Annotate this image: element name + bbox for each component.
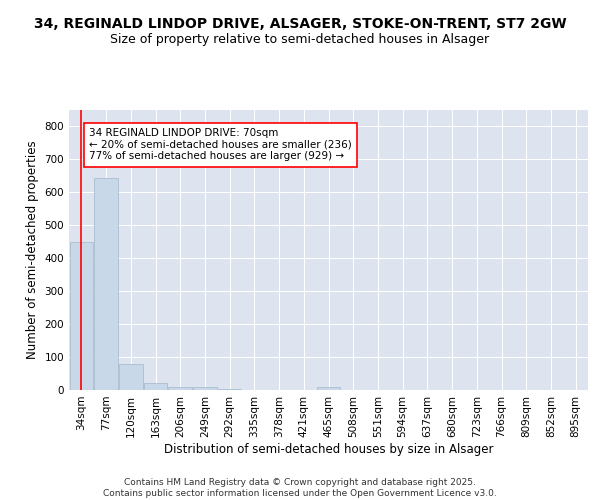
- Bar: [94, 178, 118, 390]
- Text: 34, REGINALD LINDOP DRIVE, ALSAGER, STOKE-ON-TRENT, ST7 2GW: 34, REGINALD LINDOP DRIVE, ALSAGER, STOK…: [34, 18, 566, 32]
- Bar: [119, 364, 143, 390]
- Bar: [317, 388, 340, 390]
- Text: Size of property relative to semi-detached houses in Alsager: Size of property relative to semi-detach…: [110, 32, 490, 46]
- Y-axis label: Number of semi-detached properties: Number of semi-detached properties: [26, 140, 39, 360]
- Text: 34 REGINALD LINDOP DRIVE: 70sqm
← 20% of semi-detached houses are smaller (236)
: 34 REGINALD LINDOP DRIVE: 70sqm ← 20% of…: [89, 128, 352, 162]
- Bar: [169, 386, 192, 390]
- X-axis label: Distribution of semi-detached houses by size in Alsager: Distribution of semi-detached houses by …: [164, 442, 493, 456]
- Bar: [193, 388, 217, 390]
- Text: Contains HM Land Registry data © Crown copyright and database right 2025.
Contai: Contains HM Land Registry data © Crown c…: [103, 478, 497, 498]
- Bar: [144, 384, 167, 390]
- Bar: [70, 242, 93, 390]
